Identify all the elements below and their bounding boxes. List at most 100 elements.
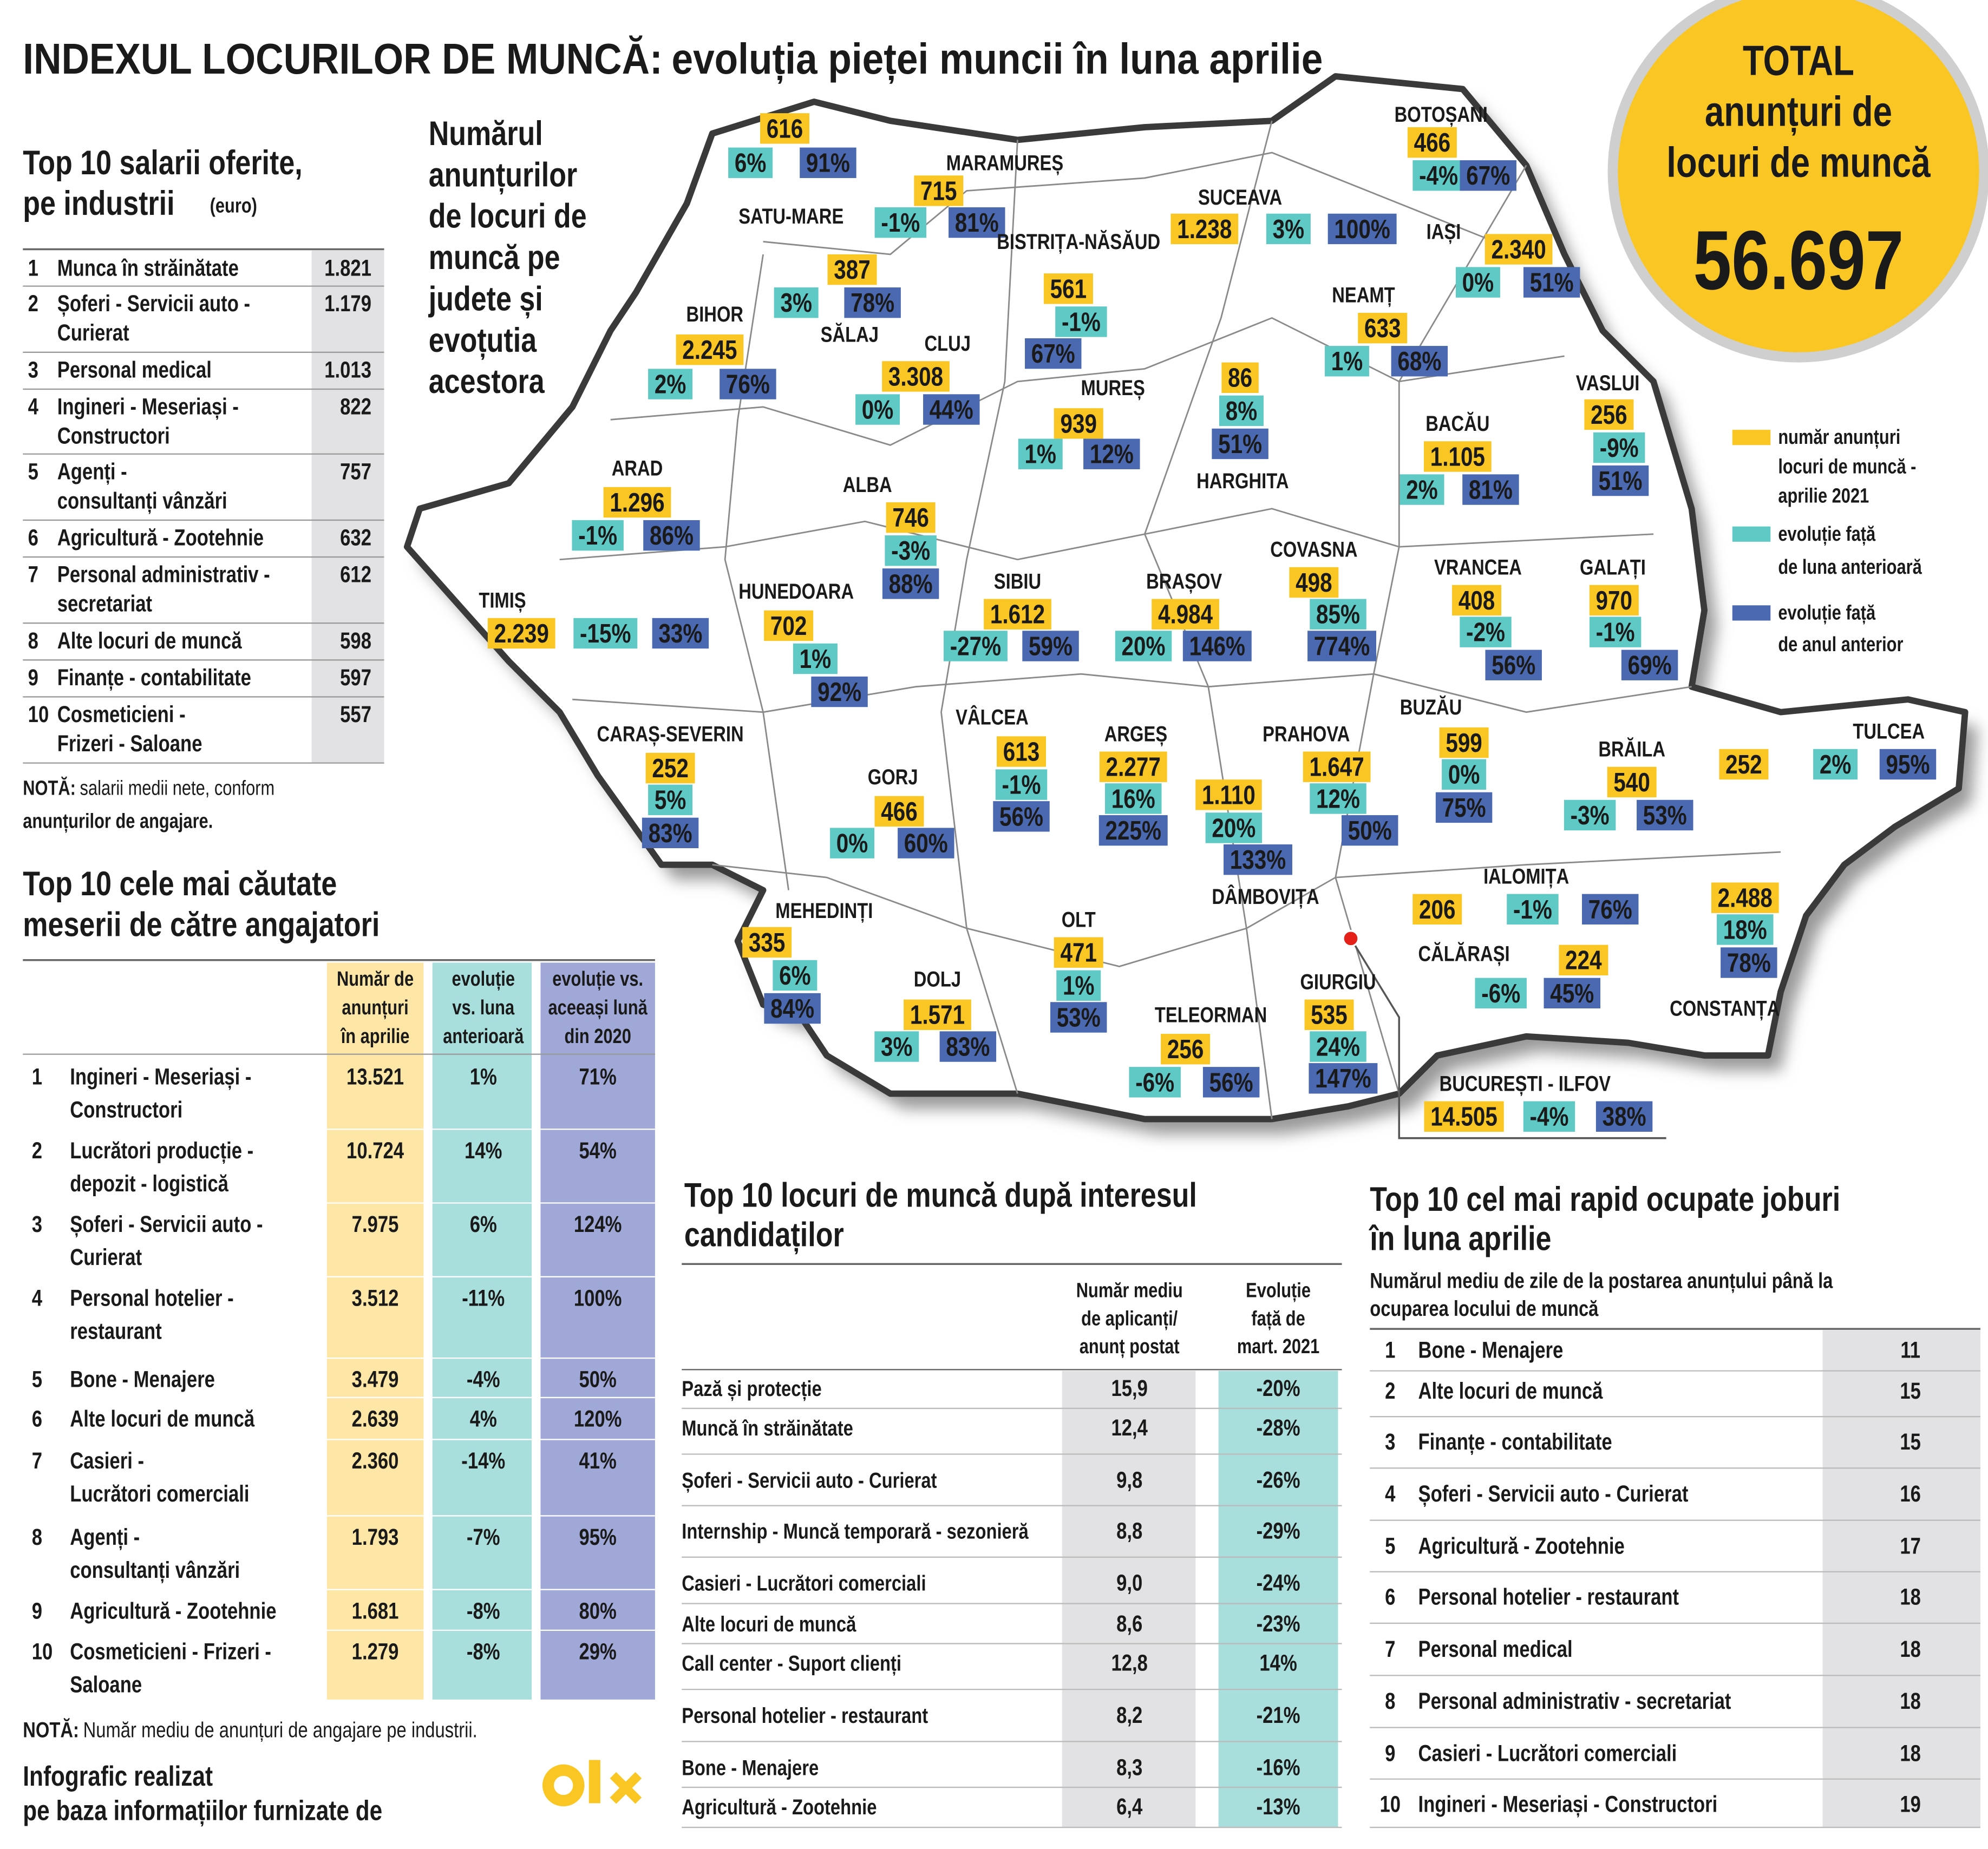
row-name: Pază și protecție bbox=[682, 1376, 821, 1401]
row-value: 557 bbox=[340, 702, 371, 727]
county-name: OLT bbox=[1062, 907, 1096, 932]
county-month-change: 5% bbox=[655, 785, 686, 815]
row-avg: 12,8 bbox=[1111, 1650, 1147, 1676]
county-count-box: 86 bbox=[1221, 362, 1259, 393]
county-year-change-box: 84% bbox=[764, 993, 821, 1024]
county-count-box: 335 bbox=[742, 927, 792, 958]
row-name: Munca în străinătate bbox=[57, 255, 239, 281]
county-count: 206 bbox=[1419, 894, 1455, 924]
county-year-change-bg bbox=[1341, 815, 1398, 846]
county-year-change-box: 83% bbox=[939, 1031, 997, 1062]
row-year-change: 41% bbox=[579, 1448, 616, 1474]
row-rank: 8 bbox=[1385, 1689, 1395, 1714]
column-header: aceeași lună bbox=[548, 996, 648, 1019]
row-year-change: 54% bbox=[579, 1138, 616, 1164]
row-year-change: 120% bbox=[574, 1406, 622, 1432]
county-count-box: 613 bbox=[997, 736, 1047, 767]
county-year-change: 69% bbox=[1628, 650, 1672, 680]
county-month-change-box: 20% bbox=[1115, 631, 1172, 661]
row-value: 598 bbox=[340, 628, 371, 654]
county-name: GIURGIU bbox=[1300, 969, 1376, 994]
note-label: NOTĂ: bbox=[23, 777, 76, 800]
county-year-change-box: 51% bbox=[1523, 267, 1580, 298]
county-count-box: 408 bbox=[1452, 585, 1502, 616]
row-name: depozit - logistică bbox=[70, 1171, 228, 1197]
county-month-change: 0% bbox=[1448, 759, 1480, 790]
county-year-change: 81% bbox=[1469, 475, 1513, 505]
row-rank: 5 bbox=[1385, 1533, 1395, 1559]
county-year-change: 51% bbox=[1530, 267, 1574, 298]
county-month-change-bg bbox=[943, 631, 1008, 661]
row-rank: 2 bbox=[32, 1138, 42, 1164]
table-title: meserii de către angajatori bbox=[23, 905, 380, 943]
county-count: 4.984 bbox=[1158, 599, 1213, 630]
row-rank: 3 bbox=[32, 1212, 42, 1237]
note-label: NOTĂ: bbox=[23, 1717, 79, 1742]
row-rank: 8 bbox=[28, 628, 38, 654]
row-rank: 9 bbox=[1385, 1741, 1395, 1766]
table-note: NOTĂ: Număr mediu de anunțuri de angajare… bbox=[23, 1717, 477, 1742]
county-month-change-box: 8% bbox=[1219, 395, 1264, 427]
county-count-bg bbox=[1407, 127, 1457, 158]
county-year-change-bg bbox=[1202, 1067, 1260, 1098]
county-name: ARGEȘ bbox=[1104, 722, 1167, 746]
row-change: -26% bbox=[1257, 1467, 1300, 1493]
legend-swatch bbox=[1732, 605, 1771, 621]
county-month-change: 0% bbox=[862, 395, 893, 425]
county-month-change-box: -1% bbox=[1589, 617, 1642, 647]
county-month-change-bg bbox=[1589, 617, 1642, 647]
county-month-change-box: -6% bbox=[1475, 978, 1527, 1009]
county-name: VASLUI bbox=[1576, 371, 1640, 395]
county-month-change: -9% bbox=[1600, 432, 1639, 463]
county-month-change-box: -15% bbox=[573, 618, 638, 649]
county-year-change: 56% bbox=[1492, 650, 1535, 680]
row-name: Șoferi - Servicii auto - bbox=[70, 1212, 263, 1237]
row-change: -28% bbox=[1257, 1415, 1300, 1441]
county-name: BACĂU bbox=[1425, 411, 1489, 436]
county-month-change-bg bbox=[793, 643, 838, 674]
bucharest-dot bbox=[1342, 929, 1359, 947]
row-name: Agricultură - Zootehnie bbox=[682, 1795, 877, 1819]
county-count: 387 bbox=[834, 254, 870, 285]
county-month-change: 6% bbox=[779, 960, 810, 991]
county-year-change-box: 45% bbox=[1544, 978, 1601, 1009]
county-name: SIBIU bbox=[994, 569, 1041, 593]
county-year-change-bg bbox=[1462, 474, 1519, 505]
county-name: BRĂILA bbox=[1598, 737, 1665, 761]
county-year-change: 59% bbox=[1029, 631, 1073, 661]
county-month-change-bg bbox=[1310, 1031, 1366, 1062]
county-count-bg bbox=[1099, 751, 1167, 782]
row-name: Constructori bbox=[70, 1097, 182, 1123]
county-year-change: 83% bbox=[649, 818, 692, 848]
county-count-bg bbox=[742, 927, 792, 958]
county-count: 1.296 bbox=[610, 487, 664, 517]
county-count-bg bbox=[1559, 945, 1608, 975]
county-year-change: 84% bbox=[770, 993, 814, 1024]
county-month-change-box: 3% bbox=[874, 1031, 919, 1062]
county-count: 471 bbox=[1060, 937, 1096, 968]
county-year-change-bg bbox=[652, 618, 709, 649]
county-year-change-bg bbox=[1391, 346, 1448, 377]
county-month-change: -4% bbox=[1419, 160, 1458, 191]
county-count: 561 bbox=[1050, 273, 1087, 304]
county-name: NEAMȚ bbox=[1332, 283, 1395, 307]
county-month-change: 1% bbox=[800, 644, 831, 674]
county-count-box: 540 bbox=[1607, 766, 1657, 798]
county-count-bg bbox=[1424, 1101, 1504, 1132]
county-year-change: 78% bbox=[851, 287, 894, 318]
county-month-change-bg bbox=[1593, 432, 1645, 463]
row-value: 612 bbox=[340, 562, 371, 587]
county-month-change: -1% bbox=[1513, 894, 1552, 924]
county-month-change-bg bbox=[1115, 631, 1172, 661]
row-rank: 2 bbox=[1385, 1379, 1395, 1404]
county-month-change-bg bbox=[1310, 783, 1366, 814]
county-name: GALAȚI bbox=[1580, 555, 1646, 579]
row-year-change: 50% bbox=[579, 1367, 616, 1393]
row-days: 16 bbox=[1900, 1481, 1921, 1507]
county-name: CĂLĂRAȘI bbox=[1418, 942, 1509, 966]
county-year-change-bg bbox=[643, 520, 700, 551]
county-year-change: 86% bbox=[650, 520, 694, 550]
county-month-change-bg bbox=[1266, 213, 1311, 245]
row-rank: 1 bbox=[1385, 1338, 1395, 1363]
row-month-change: 1% bbox=[470, 1064, 497, 1090]
